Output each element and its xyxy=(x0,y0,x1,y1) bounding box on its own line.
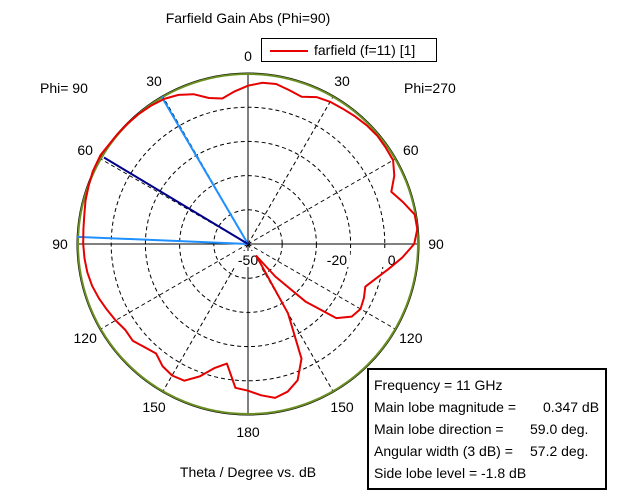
info-main-lobe-magnitude-value: 0.347 dB xyxy=(543,399,600,415)
phi-left-label: Phi= 90 xyxy=(40,80,88,96)
info-angular-width-label: Angular width (3 dB) = xyxy=(374,443,513,459)
legend-swatch xyxy=(270,50,308,52)
phi-right-label: Phi=270 xyxy=(404,80,456,96)
grid-spoke-120 xyxy=(99,243,249,330)
reference-circle xyxy=(77,73,419,415)
pattern-series-1 xyxy=(247,81,419,399)
grid-spoke-300 xyxy=(247,158,397,245)
angle-tick-left-180: 180 xyxy=(236,424,260,440)
axis-label-bottom: Theta / Degree vs. dB xyxy=(180,464,316,480)
angle-tick-right-120: 120 xyxy=(399,330,423,346)
radial-tick-0: -50 xyxy=(238,252,258,268)
pattern-series-0 xyxy=(82,84,249,392)
radial-tick-bg-1 xyxy=(323,251,350,267)
angle-tick-left-60: 60 xyxy=(77,142,93,158)
angle-tick-left-0: 0 xyxy=(244,48,252,64)
grid-spoke-330 xyxy=(247,95,334,245)
angle-ticks: 0 30 60 90 120 150 180 30 60 90 120 150 xyxy=(52,48,444,440)
info-frequency: Frequency = 11 GHz xyxy=(374,374,605,396)
radial-tick-1: -20 xyxy=(327,252,347,268)
radial-tick-bg-0 xyxy=(235,251,261,267)
angle-tick-left-150: 150 xyxy=(142,399,166,415)
legend-label: farfield (f=11) [1] xyxy=(314,42,416,58)
legend: farfield (f=11) [1] xyxy=(261,38,437,62)
info-angular-width: Angular width (3 dB) = 57.2 deg. xyxy=(374,440,605,462)
angle-tick-right-30: 30 xyxy=(334,73,350,89)
angle-tick-left-90: 90 xyxy=(52,236,68,252)
info-side-lobe-level-text: Side lobe level = -1.8 dB xyxy=(374,465,527,481)
grid-spoke-240 xyxy=(247,243,397,330)
angle-tick-right-60: 60 xyxy=(403,142,419,158)
angle-tick-left-120: 120 xyxy=(74,330,98,346)
info-main-lobe-direction: Main lobe direction = 59.0 deg. xyxy=(374,418,605,440)
info-main-lobe-direction-label: Main lobe direction = xyxy=(374,421,504,437)
angle-tick-right-90: 90 xyxy=(428,236,444,252)
grid-spoke-210 xyxy=(247,243,334,393)
chart-marks xyxy=(77,73,419,415)
beamwidth-line-0 xyxy=(160,96,249,245)
beamwidth-line-1 xyxy=(77,235,249,245)
info-main-lobe-direction-value: 59.0 deg. xyxy=(530,421,589,437)
info-side-lobe-level: Side lobe level = -1.8 dB xyxy=(374,462,605,484)
info-box: Frequency = 11 GHz Main lobe magnitude =… xyxy=(367,368,607,490)
angle-tick-left-30: 30 xyxy=(146,73,162,89)
radial-tick-bg-2 xyxy=(378,251,405,267)
info-main-lobe-magnitude: Main lobe magnitude = 0.347 dB xyxy=(374,396,605,418)
chart-title: Farfield Gain Abs (Phi=90) xyxy=(166,10,331,26)
info-main-lobe-magnitude-label: Main lobe magnitude = xyxy=(374,399,517,415)
info-angular-width-value: 57.2 deg. xyxy=(530,443,589,459)
angle-tick-right-150: 150 xyxy=(330,399,354,415)
grid-spoke-150 xyxy=(162,243,249,393)
main-lobe-line xyxy=(103,156,249,245)
info-frequency-text: Frequency = 11 GHz xyxy=(374,377,503,393)
radial-ticks: -50 -20 0 xyxy=(235,251,405,268)
radial-tick-2: 0 xyxy=(388,252,396,268)
